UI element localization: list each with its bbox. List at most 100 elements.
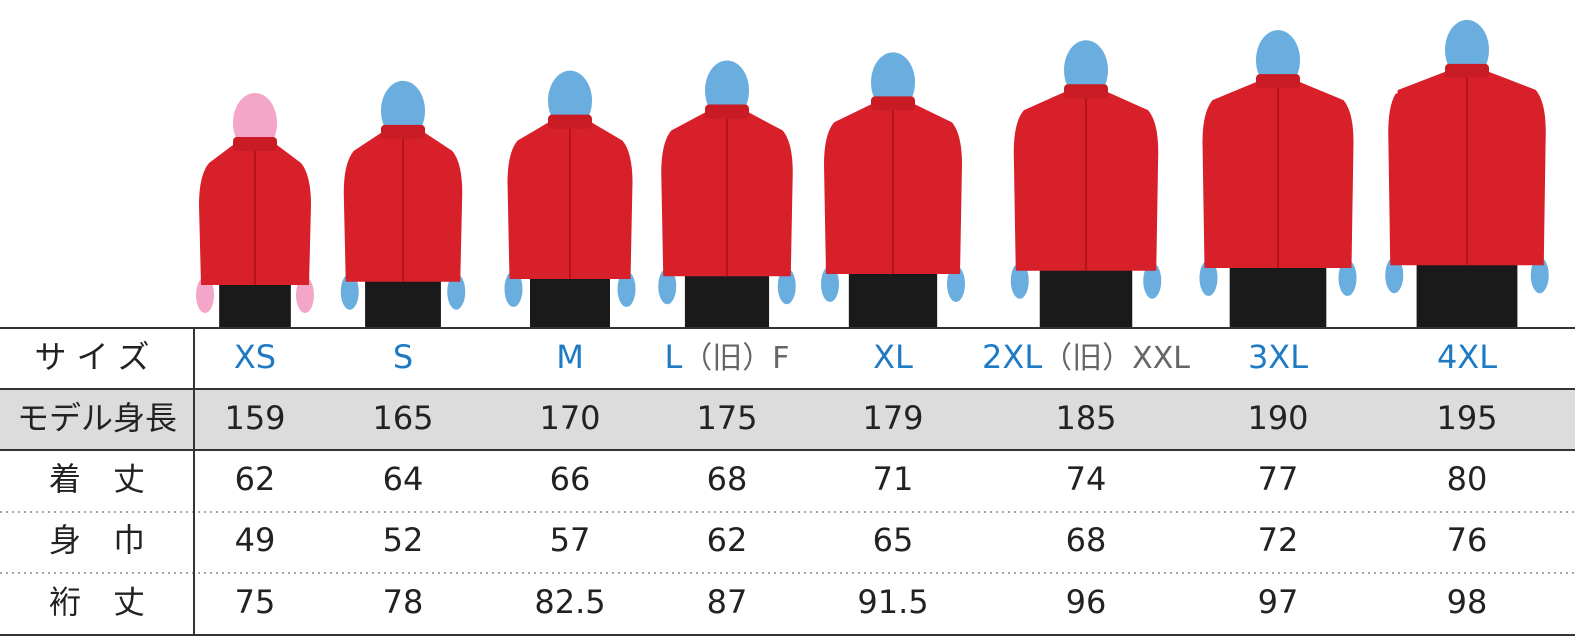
header-label: サイズ (34, 338, 159, 376)
cell-value: 165 (372, 399, 433, 437)
collar (1445, 63, 1489, 78)
pants (219, 280, 291, 328)
model-figure (1385, 19, 1549, 328)
size-name: S (393, 338, 413, 376)
cell-value: 49 (235, 521, 276, 559)
hand (340, 273, 359, 310)
cell-value: 62 (707, 521, 748, 559)
hand (1143, 262, 1162, 299)
cell-value: 82.5 (534, 583, 605, 621)
size-label: L（旧）F (664, 338, 789, 376)
row-label: 着 丈 (49, 460, 145, 498)
collar (1256, 74, 1300, 89)
model-figure (658, 60, 796, 328)
pants (1229, 262, 1327, 328)
size-label: S (393, 338, 413, 376)
cell-value: 78 (383, 583, 424, 621)
cell-value: 72 (1258, 521, 1299, 559)
pants (1416, 260, 1518, 328)
cell-value: 62 (235, 460, 276, 498)
cell-value: 52 (383, 521, 424, 559)
pants (530, 273, 610, 328)
model-figure (1199, 30, 1357, 328)
cell-value: 195 (1436, 399, 1497, 437)
cell-value: 74 (1066, 460, 1107, 498)
collar (548, 114, 592, 129)
model-figure (340, 80, 466, 328)
row-label: モデル身長 (17, 399, 177, 437)
cell-value: 66 (550, 460, 591, 498)
cell-value: 68 (1066, 521, 1107, 559)
cell-value: 179 (862, 399, 923, 437)
model-figure (1010, 40, 1162, 328)
figures (196, 19, 1549, 328)
hand (196, 277, 214, 313)
hand (504, 270, 523, 307)
row-label: 裄 丈 (49, 583, 145, 621)
model-figure (504, 70, 636, 328)
cell-value: 57 (550, 521, 591, 559)
hand (1338, 259, 1357, 296)
pants (365, 276, 441, 328)
collar (381, 124, 425, 139)
cell-value: 96 (1066, 583, 1107, 621)
size-name: XS (234, 338, 276, 376)
size-note: （旧）XXL (1042, 341, 1190, 376)
hand (777, 268, 796, 305)
cell-value: 87 (707, 583, 748, 621)
collar (233, 137, 277, 151)
cell-value: 91.5 (857, 583, 928, 621)
cell-value: 75 (235, 583, 276, 621)
cell-value: 68 (707, 460, 748, 498)
size-label: 2XL（旧）XXL (982, 338, 1190, 376)
cell-value: 98 (1447, 583, 1488, 621)
hand (1385, 257, 1404, 294)
cell-value: 77 (1258, 460, 1299, 498)
size-name: 3XL (1248, 338, 1308, 376)
cell-value: 64 (383, 460, 424, 498)
collar (705, 104, 749, 119)
cells: XS S M L（旧）F XL 2XL（旧）XXL 3XL 4XL モデル身長 159 165 170… (17, 338, 1498, 621)
cell-value: 97 (1258, 583, 1299, 621)
cell-value: 170 (539, 399, 600, 437)
hand (947, 266, 965, 302)
size-note: （旧）F (682, 341, 789, 376)
size-label: 4XL (1437, 338, 1497, 376)
pants (684, 271, 770, 328)
size-name: XL (873, 338, 913, 376)
hand (1010, 262, 1029, 299)
size-label: XS (234, 338, 276, 376)
cell-value: 65 (873, 521, 914, 559)
row-label: 身 巾 (49, 521, 145, 559)
hand (296, 277, 314, 313)
hand (617, 270, 636, 307)
pants (1039, 265, 1133, 328)
hand (447, 273, 466, 310)
size-name: 4XL (1437, 338, 1497, 376)
collar (871, 96, 915, 111)
cell-value: 76 (1447, 521, 1488, 559)
cell-value: 159 (224, 399, 285, 437)
hand (821, 266, 839, 302)
size-name: L (664, 338, 682, 376)
hand (658, 268, 677, 305)
hand (1530, 257, 1549, 294)
cell-value: 185 (1055, 399, 1116, 437)
size-label: 3XL (1248, 338, 1308, 376)
size-label: M (556, 338, 584, 376)
pants (848, 269, 938, 328)
table-lines (0, 327, 1575, 636)
cell-value: 190 (1247, 399, 1308, 437)
model-figure (821, 52, 965, 328)
size-name: 2XL (982, 338, 1042, 376)
row-shade (0, 389, 1575, 450)
collar (1064, 84, 1108, 99)
size-label: XL (873, 338, 913, 376)
cell-value: 175 (696, 399, 757, 437)
size-name: M (556, 338, 584, 376)
hand (1199, 259, 1218, 296)
cell-value: 80 (1447, 460, 1488, 498)
cell-value: 71 (873, 460, 914, 498)
model-figure (196, 93, 314, 328)
